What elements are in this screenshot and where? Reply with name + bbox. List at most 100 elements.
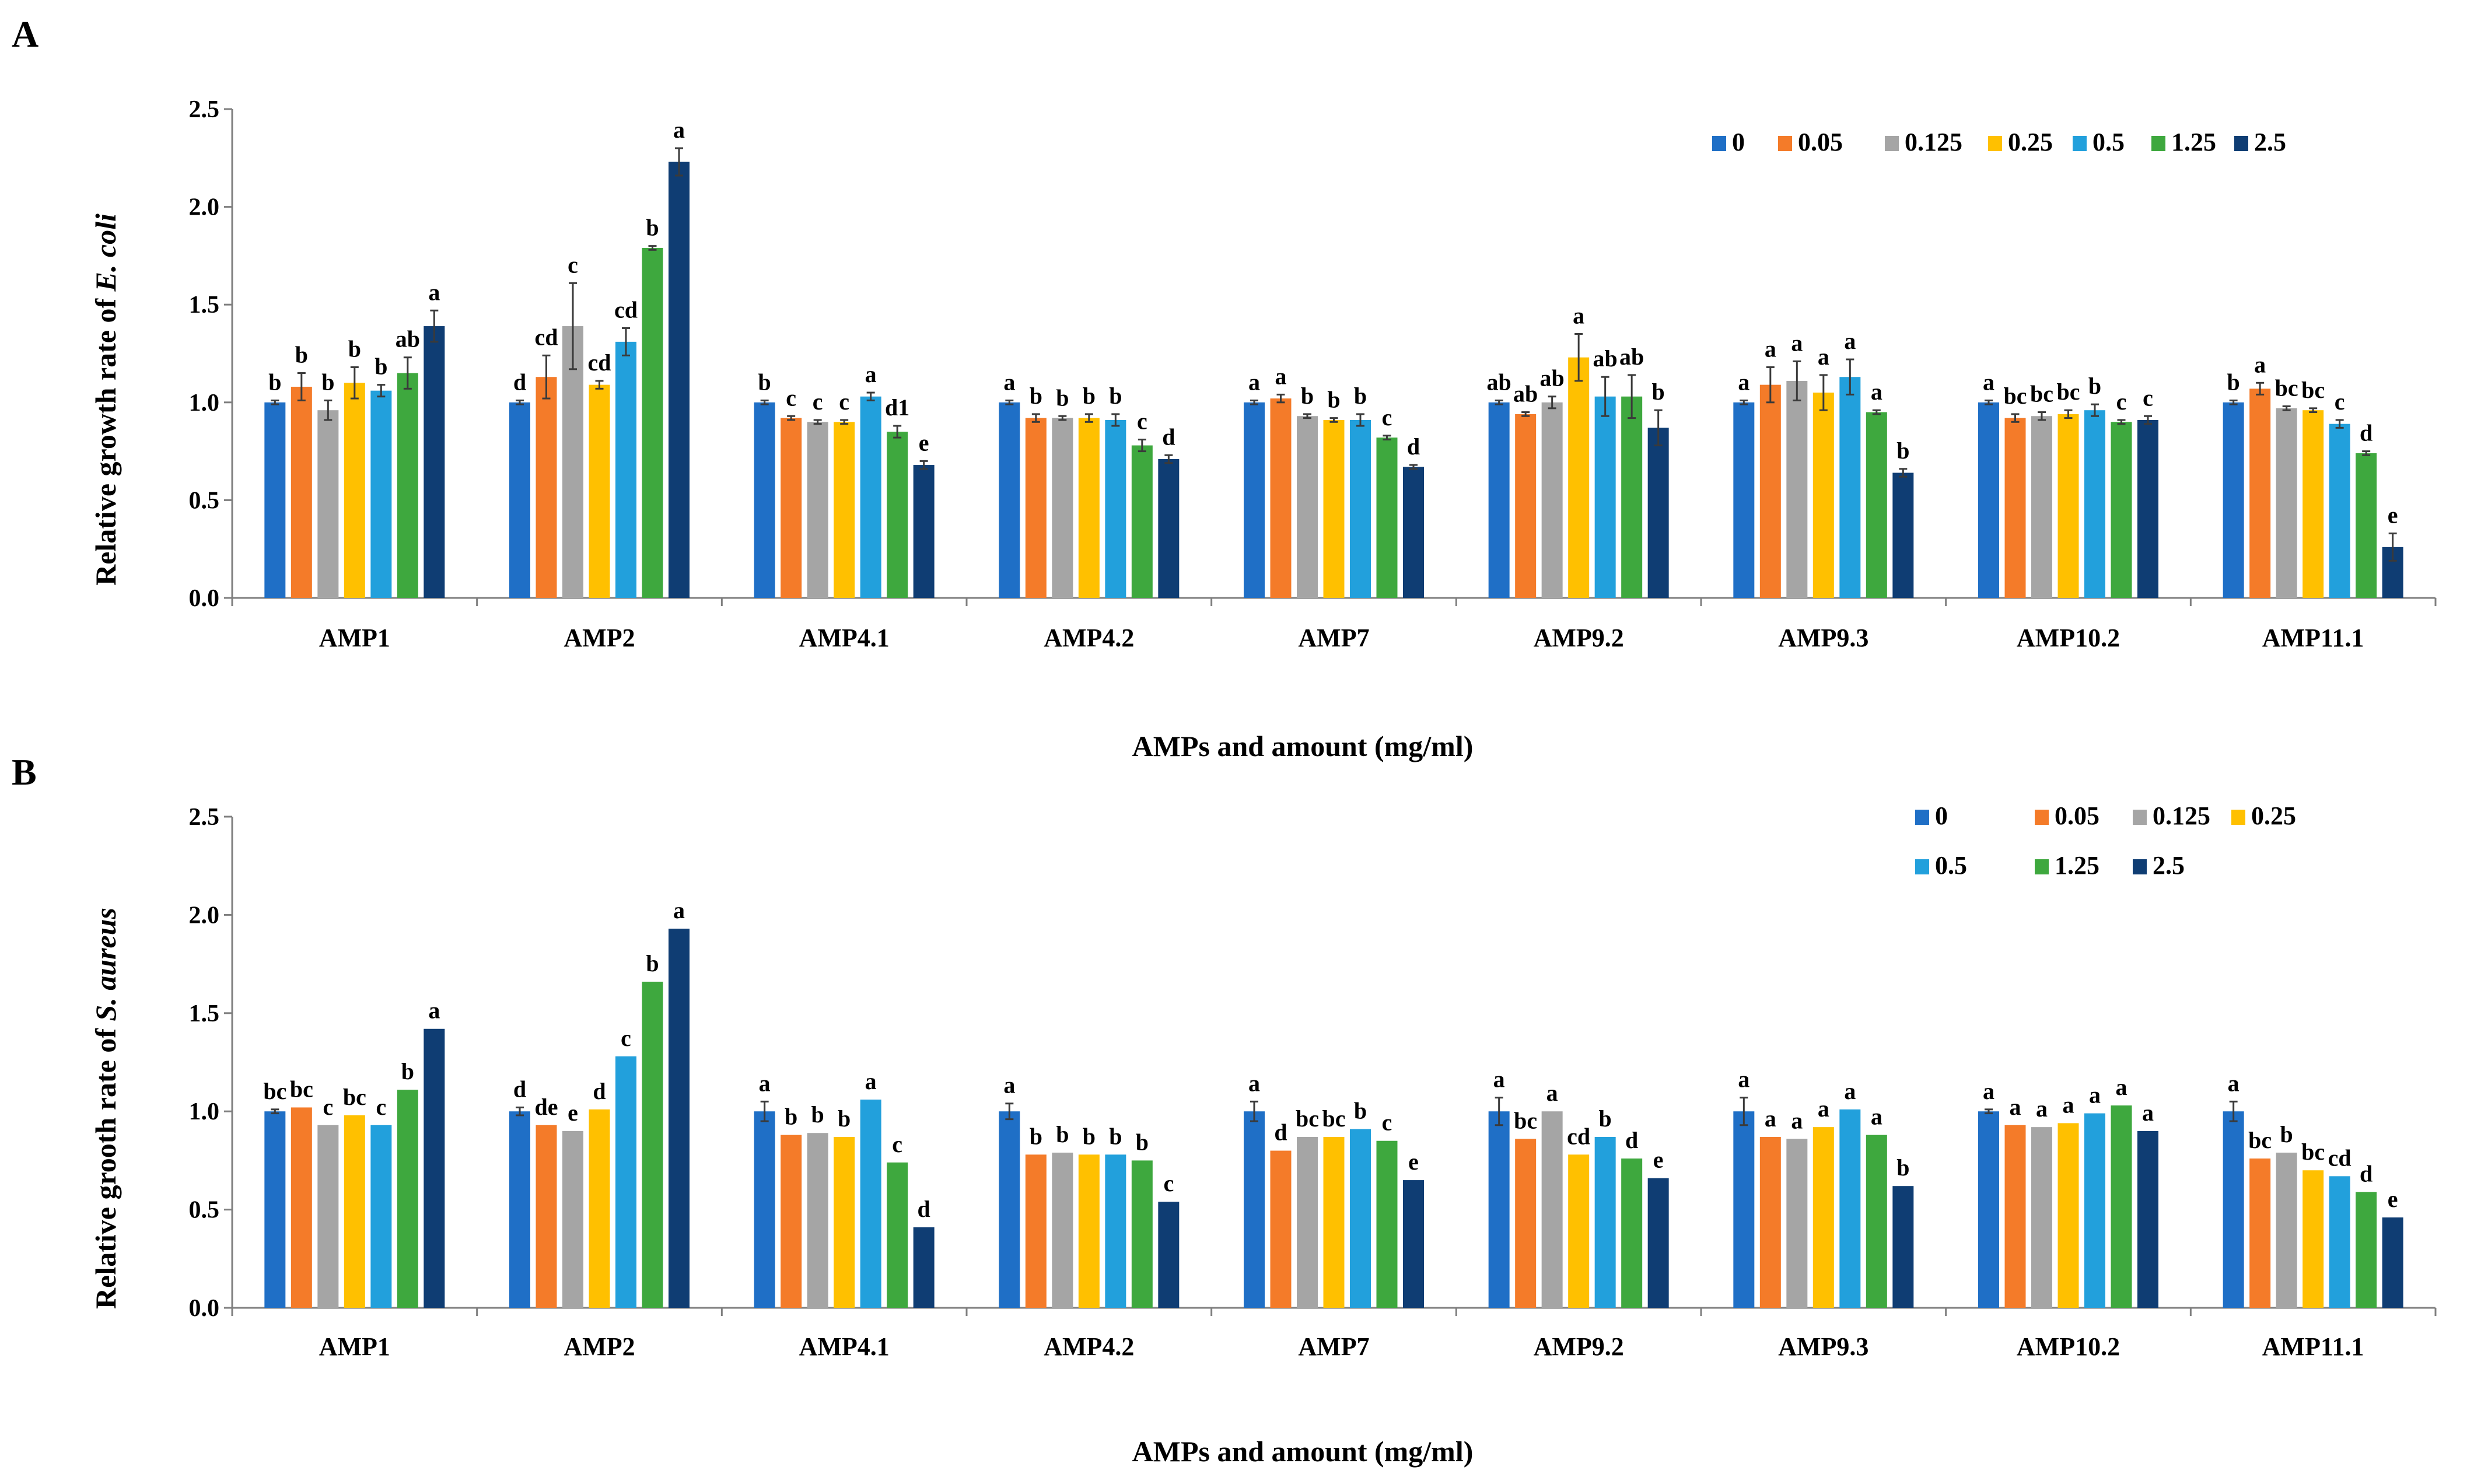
panel-b-bar [536,1125,557,1308]
panel-b-significance-letter: b [1896,1154,1909,1181]
panel-b-significance-letter: d [918,1196,930,1222]
panel-a-bar [1078,418,1100,598]
panel-a-category-label: AMP9.2 [1534,624,1624,652]
panel-a-bar [291,386,312,598]
panel-b-significance-letter: e [1653,1147,1664,1173]
panel-a-significance-letter: b [1083,383,1096,409]
panel-b-bar [999,1111,1020,1308]
panel-a-bar [1297,416,1318,598]
panel-b-bar [1647,1178,1669,1308]
panel-a-significance-letter: e [919,429,929,456]
panel-a-significance-letter: a [428,279,440,305]
panel-b-significance-letter: b [811,1101,824,1128]
panel-b-significance-letter: a [1844,1078,1856,1104]
panel-b-significance-letter: d [513,1076,526,1102]
panel-a-bar [2111,422,2132,598]
panel-b-y-tick-label: 1.0 [189,1098,220,1125]
panel-a-bar [1488,402,1510,598]
panel-b-significance-letter: b [1083,1123,1096,1149]
panel-a-bar [1244,402,1265,598]
panel-a-significance-letter: d [1407,433,1420,460]
panel-b-bar [807,1133,828,1308]
panel-b-significance-letter: a [1546,1080,1558,1106]
panel-a-legend-label: 2.5 [2254,128,2286,156]
panel-a-category-label: AMP4.1 [799,624,890,652]
panel-b-bar [291,1107,312,1308]
panel-b-category-label: AMP9.3 [1778,1332,1868,1361]
panel-b-significance-letter: b [1136,1129,1149,1155]
panel-a-bar [781,418,802,598]
panel-a-bar [1978,402,1999,598]
panel-b-bar [1866,1135,1887,1308]
panel-a-bar [834,422,855,598]
panel-a-bar [1270,398,1292,598]
panel-a-significance-letter: bc [2301,377,2325,403]
panel-b-legend-swatch [2133,859,2147,874]
panel-a-significance-letter: bc [2057,379,2080,405]
panel-a-bar [589,384,610,598]
panel-a-bar [344,383,365,598]
panel-b-legend-label: 1.25 [2055,851,2099,880]
panel-b-significance-letter: b [1109,1123,1122,1149]
panel-b-bar [1839,1109,1861,1308]
panel-a-bar [1568,357,1590,598]
panel-b-legend-swatch [1915,810,1929,825]
panel-b-bar [2223,1111,2244,1308]
panel-a-significance-letter: b [375,354,387,380]
panel-a-significance-letter: b [646,215,659,241]
panel-b-bar [1244,1111,1265,1308]
panel-a-bar [562,326,583,598]
panel-b-bar [1297,1136,1318,1308]
panel-b-bar [2249,1158,2271,1308]
panel-a-bar [1131,445,1153,598]
panel-a-bar [1866,412,1887,598]
panel-b-significance-letter: b [401,1058,414,1084]
panel-b-bar [615,1056,636,1308]
panel-a-legend-swatch [1778,136,1792,151]
panel-b-bar [2004,1125,2026,1308]
panel-a-bar [887,432,908,598]
panel-b-category-label: AMP1 [319,1332,390,1361]
panel-b-legend-label: 2.5 [2153,851,2185,880]
panel-b-legend-label: 0.05 [2055,802,2099,830]
panel-b-bar [2329,1176,2350,1308]
panel-b-significance-letter: bc [343,1084,366,1110]
panel-a-category-label: AMP2 [564,624,635,652]
panel-b: B Relative grooth rate of S. aureus AMPs… [12,751,2437,1468]
panel-b-significance-letter: e [568,1100,578,1126]
panel-b-bar [1812,1127,1834,1308]
panel-b-bar [1105,1154,1126,1308]
panel-a-bar [2084,410,2105,598]
panel-b-significance-letter: a [1791,1107,1803,1133]
panel-a-bar [2004,418,2026,598]
panel-a-bar [1025,418,1047,598]
panel-a-legend: 0 0.05 0.125 0.25 0.5 1.25 2.5 [1712,128,2286,156]
panel-b-bar [1759,1136,1781,1308]
panel-a-significance-letter: b [295,342,308,368]
panel-b-x-axis-title: AMPs and amount (mg/ml) [1132,1435,1474,1468]
panel-b-significance-letter: a [2116,1074,2127,1100]
panel-b-y-tick-label: 0.0 [189,1295,220,1322]
panel-a-legend-label: 0.125 [1905,128,1962,156]
panel-b-legend-swatch [1915,859,1929,874]
panel-b-bar [424,1028,445,1308]
panel-a-significance-letter: a [1738,369,1749,395]
panel-b-bar [2137,1130,2158,1308]
panel-a-significance-letter: a [1003,369,1015,395]
panel-a-significance-letter: a [673,117,685,143]
panel-a-legend-swatch [1885,136,1899,151]
panel-b-category-label: AMP4.2 [1044,1332,1134,1361]
panel-b-bar [834,1136,855,1308]
panel-b-bar [509,1111,530,1308]
panel-b-significance-letter: c [323,1094,333,1120]
panel-a-significance-letter: c [1382,404,1392,430]
panel-a-y-tick-label: 2.0 [189,194,220,221]
panel-a-significance-letter: c [786,384,796,411]
panel-a-bar [2356,453,2377,598]
panel-b-significance-letter: a [2228,1070,2239,1096]
panel-b-bar [1515,1139,1537,1308]
panel-b-significance-letter: cd [2328,1144,2351,1171]
panel-a-significance-letter: a [1765,335,1776,362]
panel-b-significance-letter: b [1056,1121,1069,1147]
panel-b-bar [669,928,690,1308]
